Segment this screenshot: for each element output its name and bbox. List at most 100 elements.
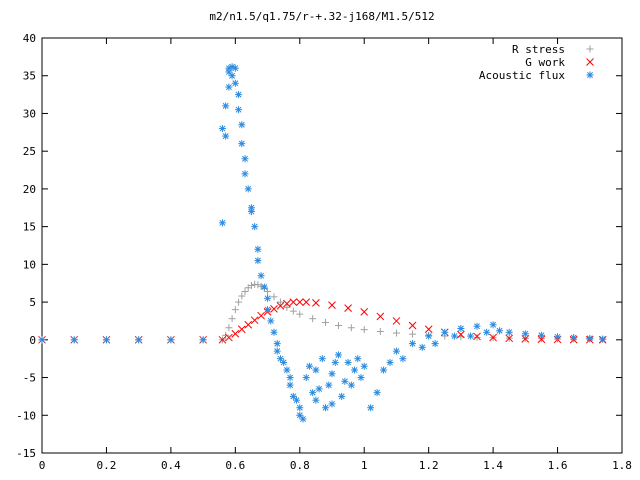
data-point-stroke [229,63,236,70]
data-point-stroke [232,80,239,87]
data-point [424,325,433,334]
data-point [328,301,336,309]
x-tick-label: 0 [39,459,46,472]
data-point [312,298,320,307]
y-tick-label: 30 [23,107,36,120]
data-point-stroke [332,359,339,366]
data-point [599,335,607,343]
data-point-stroke [103,336,110,343]
data-point [431,340,439,348]
data-point [70,336,78,344]
data-point-stroke [474,323,480,330]
data-point-stroke [261,284,268,290]
data-point [222,132,230,140]
data-point-stroke [264,295,271,302]
data-point [296,310,304,318]
data-point [309,389,317,397]
data-point [399,355,407,363]
data-point [235,106,243,114]
data-point-stroke [505,334,514,343]
data-point-stroke [483,329,490,336]
data-point-stroke [570,334,577,341]
data-point-stroke [274,340,281,347]
data-point [254,257,262,265]
data-point [351,366,359,374]
data-point [257,272,265,280]
legend-marker [586,71,594,79]
data-point-stroke [232,65,239,72]
data-point-stroke [506,329,513,336]
data-point [270,328,278,336]
data-point [489,333,497,342]
data-point [537,335,546,344]
data-point-stroke [473,332,481,341]
data-point-stroke [225,333,233,342]
data-point [392,329,400,337]
data-point [289,298,298,306]
data-point [473,322,481,330]
data-point [341,377,349,385]
data-point [283,303,291,311]
data-marks [38,63,607,423]
data-point [357,374,365,382]
data-point [228,72,236,80]
data-point-stroke [361,363,368,370]
data-point-stroke [289,298,298,306]
data-point [386,358,394,366]
data-point-stroke [300,416,306,423]
data-point-stroke [251,223,258,230]
data-point [235,298,243,306]
data-point-stroke [432,340,439,347]
data-point-stroke [270,305,278,313]
data-point [231,329,240,338]
data-point-stroke [306,363,313,370]
data-point [231,64,239,72]
data-point [473,332,481,341]
data-point [312,396,320,404]
data-point [418,343,426,351]
data-point [322,318,330,326]
data-point-stroke [295,298,304,306]
data-point [199,336,207,344]
data-point-stroke [238,121,245,128]
data-point [312,366,320,374]
y-tick-label: 15 [23,221,36,234]
data-point [231,306,239,314]
data-point [309,315,317,323]
data-point [264,288,272,296]
data-point-stroke [360,308,369,316]
data-point [276,302,285,310]
y-tick-label: 20 [23,183,36,196]
y-tick-label: 40 [23,32,36,45]
data-point-stroke [319,355,326,362]
data-point-stroke [293,397,300,404]
data-point [254,245,262,253]
data-point-stroke [409,340,416,347]
y-tick-label: -10 [16,409,36,422]
data-point [409,330,417,338]
data-point [467,332,475,340]
data-point-stroke [242,170,248,177]
data-point [295,298,304,306]
data-point-stroke [235,106,242,113]
data-point [425,332,433,340]
data-point-stroke [586,335,593,342]
data-point-stroke [457,330,465,339]
data-point [235,91,243,99]
data-point [328,400,336,408]
data-point-stroke [71,336,78,343]
data-point-stroke [242,155,248,162]
data-point-stroke [312,397,319,404]
data-point [334,321,342,329]
data-point [264,294,272,302]
data-point [586,334,594,342]
data-point-stroke [309,389,316,396]
data-point [392,317,401,325]
y-tick-label: 35 [23,70,36,83]
data-point [554,333,562,341]
data-point-stroke [254,246,261,253]
data-point [218,335,227,344]
data-point-stroke [244,320,253,329]
data-point-stroke [341,378,348,385]
